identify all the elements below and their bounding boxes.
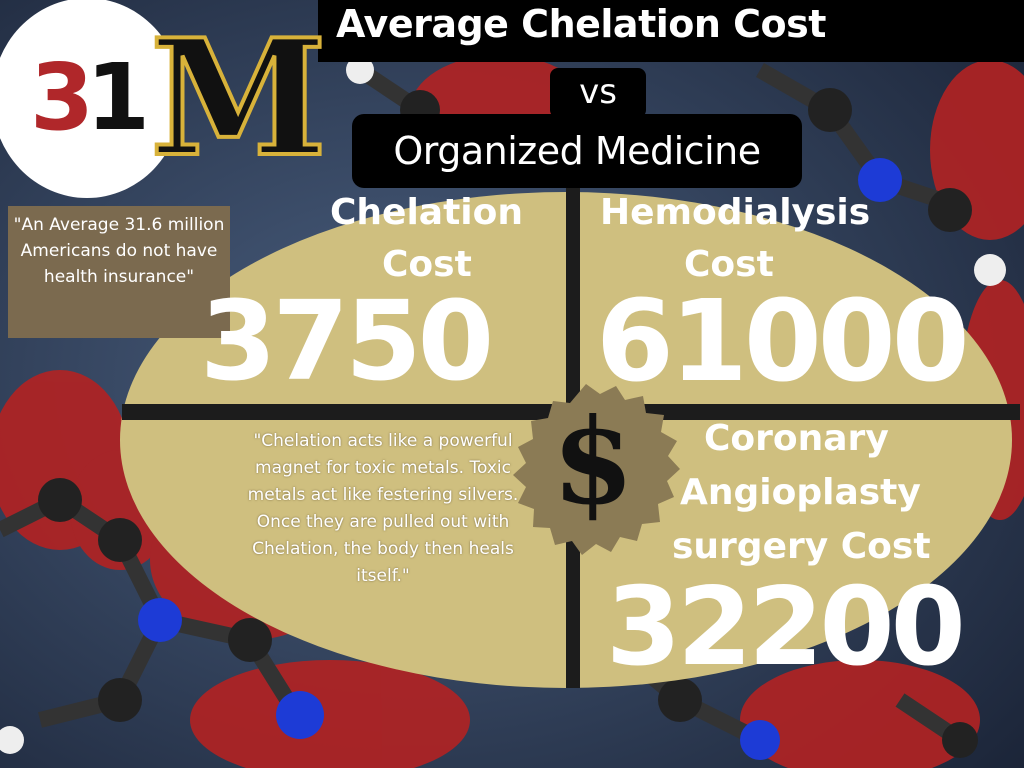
chelation-cost-value: 3750 bbox=[200, 277, 494, 405]
logo-circle bbox=[0, 0, 182, 198]
title-bar bbox=[318, 0, 1024, 62]
chelation-quote: "Chelation acts like a powerful magnet f… bbox=[247, 431, 519, 586]
chelation-label-line1: Chelation bbox=[330, 192, 524, 233]
vs-label: vs bbox=[550, 68, 646, 118]
hemodialysis-label-line2: Cost bbox=[684, 244, 774, 285]
dollar-badge bbox=[513, 384, 680, 555]
hemodialysis-cost-value: 61000 bbox=[596, 277, 970, 407]
angioplasty-cost-value: 32200 bbox=[606, 565, 966, 690]
hemodialysis-label-line1: Hemodialysis bbox=[600, 192, 871, 233]
page-title: Average Chelation Cost bbox=[336, 2, 826, 46]
page-subtitle: Organized Medicine bbox=[352, 114, 802, 188]
angioplasty-label-line2: Angioplasty bbox=[680, 472, 921, 513]
logo-letter-m: M bbox=[148, 4, 329, 192]
uninsured-note: "An Average 31.6 million Americans do no… bbox=[8, 206, 230, 338]
chelation-label-line2: Cost bbox=[382, 244, 472, 285]
logo-digit-3: 3 bbox=[30, 44, 94, 151]
angioplasty-label-line1: Coronary bbox=[704, 418, 889, 459]
angioplasty-label-line3: surgery Cost bbox=[672, 526, 931, 567]
logo-digit-1: 1 bbox=[86, 44, 151, 151]
molecule-atoms bbox=[0, 56, 1006, 760]
dollar-sign-icon: $ bbox=[552, 392, 635, 531]
